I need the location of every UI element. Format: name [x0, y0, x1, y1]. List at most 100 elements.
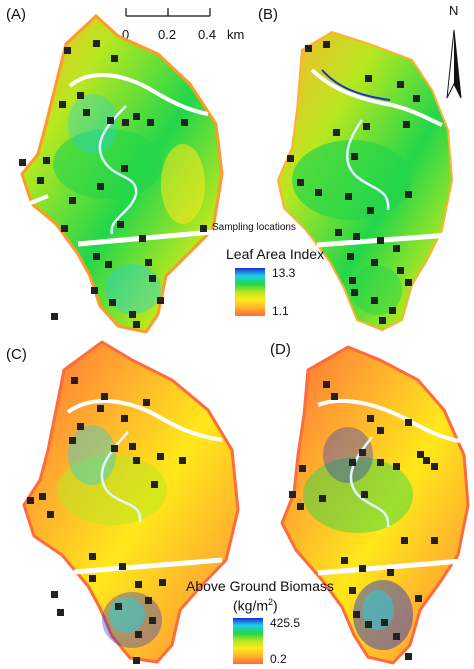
sampling-location-marker — [393, 245, 400, 252]
sampling-location-marker — [129, 443, 136, 450]
sampling-location-marker — [403, 121, 410, 128]
map-b-lai — [276, 30, 454, 332]
sampling-location-marker — [397, 267, 404, 274]
sampling-location-marker — [413, 95, 420, 102]
panel-label-b: (B) — [258, 6, 278, 23]
sampling-location-marker — [397, 81, 404, 88]
sampling-location-marker — [359, 449, 366, 456]
sampling-location-marker — [319, 495, 326, 502]
sampling-location-marker — [129, 311, 136, 318]
sampling-location-marker — [117, 221, 124, 228]
scale-tick-1: 0.2 — [158, 27, 177, 42]
scale-unit: km — [227, 27, 245, 42]
sampling-location-marker — [349, 459, 356, 466]
sampling-location-marker — [389, 307, 396, 314]
sampling-location-marker — [111, 55, 118, 62]
sampling-location-marker — [299, 465, 306, 472]
sampling-location-marker — [115, 603, 122, 610]
panel-label-a: (A) — [6, 6, 26, 23]
lai-legend-max: 13.3 — [272, 266, 296, 280]
sampling-location-marker — [377, 237, 384, 244]
sampling-location-marker — [107, 117, 114, 124]
sampling-location-marker — [379, 317, 386, 324]
sampling-location-marker — [121, 415, 128, 422]
sampling-location-marker — [353, 233, 360, 240]
sampling-location-marker — [361, 491, 368, 498]
sampling-location-marker — [135, 581, 142, 588]
sampling-location-marker — [333, 129, 340, 136]
sampling-location-marker — [145, 597, 152, 604]
sampling-location-marker — [381, 619, 388, 626]
sampling-location-marker — [377, 427, 384, 434]
sampling-location-marker — [297, 503, 304, 510]
sampling-location-marker — [51, 313, 58, 320]
sampling-location-marker — [145, 259, 152, 266]
sampling-location-marker — [335, 229, 342, 236]
panel-label-d: (D) — [270, 341, 291, 358]
sampling-location-marker — [71, 377, 78, 384]
scale-bar — [125, 8, 211, 17]
sampling-location-marker — [89, 553, 96, 560]
sampling-location-marker — [393, 463, 400, 470]
agb-legend-unit: (kg/m2) — [233, 597, 278, 614]
sampling-location-marker — [315, 189, 322, 196]
sampling-location-marker — [431, 537, 438, 544]
sampling-location-marker — [377, 459, 384, 466]
lai-legend-min: 1.1 — [272, 304, 289, 318]
sampling-location-marker — [179, 457, 186, 464]
sampling-location-marker — [93, 40, 100, 47]
sampling-location-marker — [323, 41, 330, 48]
map-d-agb — [280, 345, 470, 665]
sampling-location-marker — [119, 563, 126, 570]
sampling-location-marker — [393, 633, 400, 640]
sampling-location-marker — [61, 225, 68, 232]
agb-legend-min: 0.2 — [270, 652, 287, 666]
sampling-location-marker — [89, 575, 96, 582]
sampling-location-marker — [349, 587, 356, 594]
sampling-location-marker — [349, 277, 356, 284]
sampling-location-marker — [93, 253, 100, 260]
sampling-location-marker — [27, 497, 34, 504]
sampling-location-marker — [97, 405, 104, 412]
sampling-location-marker — [37, 177, 44, 184]
sampling-location-marker — [159, 579, 166, 586]
scale-tick-2: 0.4 — [198, 27, 217, 42]
sampling-location-marker — [43, 157, 50, 164]
sampling-location-marker — [331, 393, 338, 400]
sampling-location-marker — [147, 119, 154, 126]
sampling-location-marker — [367, 415, 374, 422]
sampling-location-marker — [365, 621, 372, 628]
sampling-location-marker — [351, 289, 358, 296]
sampling-location-marker — [133, 657, 140, 664]
sampling-location-marker — [111, 445, 118, 452]
sampling-location-marker — [121, 165, 128, 172]
sampling-location-marker — [135, 631, 142, 638]
sampling-location-marker — [415, 595, 422, 602]
sampling-location-marker — [289, 491, 296, 498]
sampling-location-marker — [151, 481, 158, 488]
lai-colorbar — [235, 268, 265, 316]
sampling-location-marker — [97, 183, 104, 190]
sampling-location-marker — [149, 275, 156, 282]
sampling-location-marker — [77, 92, 84, 99]
sampling-location-marker — [149, 617, 156, 624]
sampling-location-marker — [105, 261, 112, 268]
sampling-location-marker — [122, 119, 129, 126]
sampling-location-marker — [77, 423, 84, 430]
sampling-location-marker — [157, 297, 164, 304]
sampling-location-marker — [351, 153, 358, 160]
sampling-location-marker — [133, 321, 140, 328]
agb-legend-title: Above Ground Biomass — [186, 578, 334, 594]
sampling-location-marker — [19, 159, 26, 166]
map-c-agb — [22, 340, 240, 664]
sampling-location-marker — [345, 193, 352, 200]
sampling-location-marker — [143, 399, 150, 406]
sampling-location-marker — [64, 47, 71, 54]
sampling-location-marker — [365, 75, 372, 82]
sampling-location-marker — [51, 591, 58, 598]
sampling-location-marker — [423, 457, 430, 464]
scale-tick-0: 0 — [122, 27, 130, 42]
sampling-location-marker — [157, 453, 164, 460]
sampling-location-marker — [371, 297, 378, 304]
sampling-location-marker — [297, 179, 304, 186]
